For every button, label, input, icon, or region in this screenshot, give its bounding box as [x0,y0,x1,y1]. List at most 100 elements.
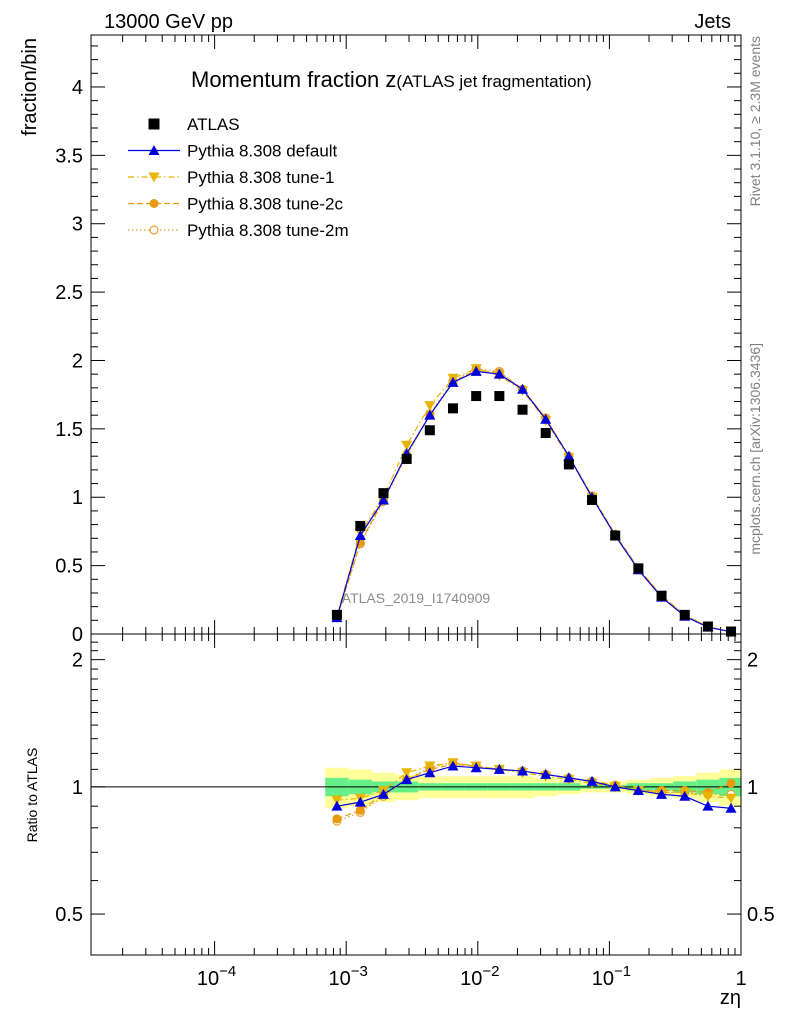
x-axis-label: zη [720,987,741,1009]
x-tick-label: 10−1 [592,963,631,990]
ratio-series-point [424,761,436,772]
data-point [401,453,412,464]
ratio-series-point [725,802,737,813]
ratio-series-point [331,800,343,811]
ratio-series-point [401,768,413,779]
ratio-series-point [517,765,529,776]
x-tick-label: 10−4 [197,963,236,990]
data-point [540,427,551,438]
series-point [424,401,436,412]
legend: ATLAS Pythia 8.308 default Pythia 8.308 tu… [128,115,349,240]
y-tick-label: 1 [72,487,83,509]
ratio-series-point [702,791,714,802]
rivet-label: Rivet 3.1.10, ≥ 2.3M events [747,36,763,206]
ratio-series-point [540,768,552,779]
ratio-series-point [609,781,621,792]
ratio-series-point [725,793,737,804]
y-tick-label: 0.5 [55,556,83,578]
y-tick-label: 2 [72,350,83,372]
ratio-series-point [447,760,459,771]
data-point [656,590,667,601]
data-point [424,425,435,436]
y-tick-label: 3.5 [55,145,83,167]
ratio-series-point [332,814,342,824]
axes: 0 0.5 1 1.5 2 2.5 3 3.5 4 10−4 10−3 10−2 10−1 1 0.5 0.5… [55,34,775,990]
chart-subtitle: (ATLAS jet fragmentation) [396,72,591,91]
data-point [378,488,389,499]
x-tick-label: 10−3 [329,963,368,990]
ratio-series-point [726,778,736,788]
series-point [447,376,459,387]
ratio-series-point [679,790,691,801]
ratio-series-point [401,774,413,785]
legend-marker [149,225,159,235]
ratio-series-point [331,795,343,806]
data-point [494,391,505,402]
data-point [679,609,690,620]
ratio-tick-label-right: 2 [747,650,758,672]
header-right: Jets [694,11,731,33]
data-point [517,404,528,415]
ratio-series-point [377,788,389,799]
legend-label: Pythia 8.308 default [187,142,338,161]
y-tick-label: 2.5 [55,282,83,304]
y-tick-label: 0 [72,624,83,646]
data-point [726,626,737,637]
ratio-tick-label-right: 0.5 [747,904,775,926]
ratio-series-point [632,785,644,796]
data-point [587,494,598,505]
y-tick-label: 4 [72,77,83,99]
series-point [517,383,529,394]
legend-label: Pythia 8.308 tune-2c [187,195,343,214]
chart-title-main: Momentum fraction z [191,67,396,92]
series-point [540,413,552,424]
legend-marker [148,172,160,183]
mcplots-label: mcplots.cern.ch [arXiv:1306.3436] [747,343,763,555]
legend-label: Pythia 8.308 tune-2m [187,221,349,240]
data-point [610,530,621,541]
ratio-series-line [336,762,732,801]
data-point [702,621,713,632]
series-point [354,530,366,541]
y-tick-label: 1.5 [55,419,83,441]
header-left: 13000 GeV pp [104,11,233,33]
y-axis-label: fraction/bin [19,38,41,136]
ratio-series-point [563,772,575,783]
legend-marker [148,118,160,130]
ratio-series-point [354,796,366,807]
x-tick-label: 1 [735,968,746,990]
series-point [493,368,505,379]
legend-label: Pythia 8.308 tune-1 [187,168,334,187]
ratio-tick-label: 1 [72,777,83,799]
ratio-series-point [424,767,436,778]
series-point [377,494,389,505]
series-layer [331,364,737,826]
ratio-y-axis-label: Ratio to ATLAS [24,748,40,843]
series-point [424,409,436,420]
ratio-tick-label: 0.5 [55,904,83,926]
data-point [471,391,482,402]
data-point [563,459,574,470]
legend-marker [149,199,159,208]
y-tick-label: 3 [72,214,83,236]
data-point [633,563,644,574]
analysis-watermark: ATLAS_2019_I1740909 [342,590,491,606]
ratio-series-point [702,800,714,811]
series-point [470,365,482,376]
series-point [401,440,413,451]
ratio-series-point [586,775,598,786]
ratio-series-point [355,805,365,815]
legend-label: ATLAS [187,115,240,134]
legend-marker [148,145,160,155]
data-point [448,403,459,414]
ratio-series-point [470,762,482,773]
ratio-series-point [493,763,505,774]
ratio-tick-label: 2 [72,650,83,672]
data-point [355,520,366,531]
chart-title: Momentum fraction z(ATLAS jet fragmentat… [191,67,592,92]
ratio-tick-label-right: 1 [747,777,758,799]
series-point [563,450,575,461]
x-tick-label: 10−2 [460,963,499,990]
data-point [331,609,342,620]
